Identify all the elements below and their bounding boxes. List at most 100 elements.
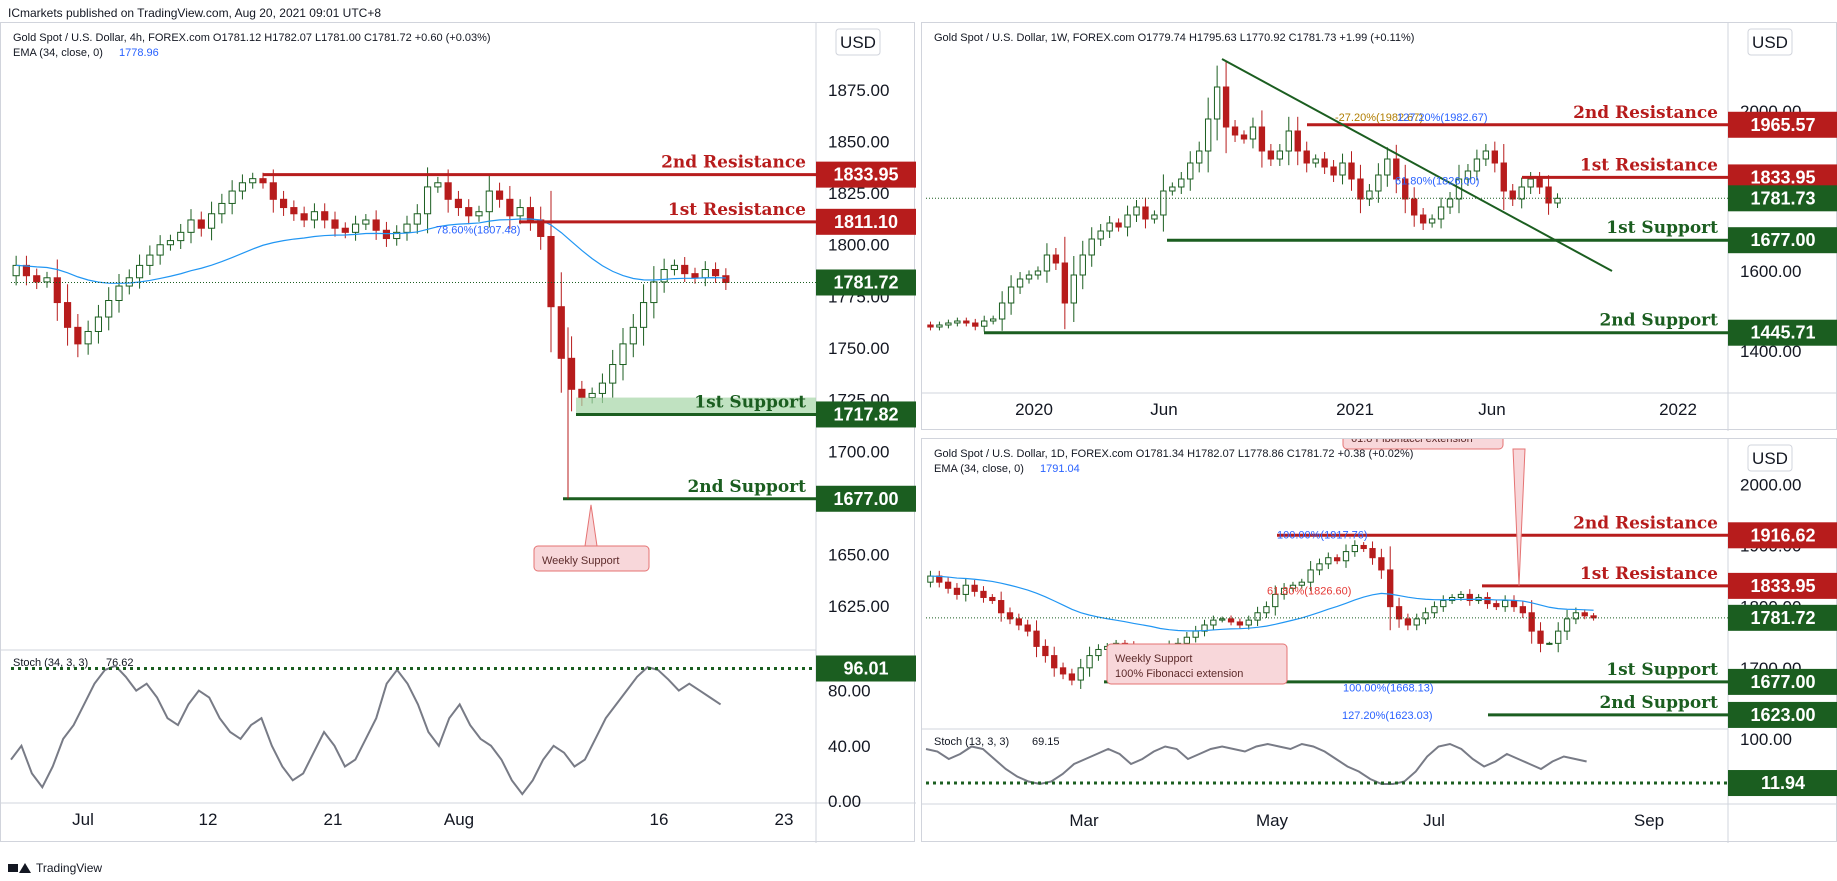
candle xyxy=(516,207,524,217)
candle xyxy=(259,178,267,184)
price-badge-label: 1833.95 xyxy=(1750,167,1815,187)
x-tick-label: 16 xyxy=(650,810,669,829)
candle xyxy=(1366,190,1373,200)
candle xyxy=(135,264,144,279)
x-tick-label: 2020 xyxy=(1015,400,1053,419)
stoch-level-label: 11.94 xyxy=(1761,773,1805,793)
candle xyxy=(1042,645,1049,657)
candle xyxy=(1502,600,1509,608)
candle xyxy=(954,320,961,324)
candle xyxy=(1555,630,1562,644)
weekly-support-callout-1d-text: 100% Fibonacci extension xyxy=(1115,668,1243,680)
price-badge xyxy=(1728,111,1837,138)
candle xyxy=(963,320,970,324)
candle xyxy=(125,277,133,287)
candle xyxy=(444,182,452,200)
fib-label: -27.20%(1982.67) xyxy=(1335,112,1423,124)
candle xyxy=(382,229,391,240)
candle xyxy=(660,269,668,283)
level-name: 2nd Support xyxy=(687,477,806,497)
candle xyxy=(146,254,154,266)
candle xyxy=(1245,619,1252,626)
candle xyxy=(321,211,329,221)
x-tick-label: 12 xyxy=(199,810,218,829)
candle xyxy=(1240,134,1248,140)
stoch-level-label: 96.01 xyxy=(843,659,888,679)
price-badge-label: 1445.71 xyxy=(1750,323,1815,343)
y-tick-label: 1400.00 xyxy=(1740,342,1801,361)
candle xyxy=(1249,126,1257,140)
tradingview-footer[interactable]: TradingView xyxy=(8,861,102,875)
y-tick-label: 2000.00 xyxy=(1740,475,1801,494)
chart-1w[interactable]: Gold Spot / U.S. Dollar, 1W, FOREX.com O… xyxy=(922,23,1837,431)
candle xyxy=(1006,612,1014,620)
candle xyxy=(1384,158,1391,176)
price-badge xyxy=(1728,572,1837,599)
candle xyxy=(998,600,1005,614)
candle xyxy=(1437,206,1445,220)
x-tick-label: May xyxy=(1256,811,1289,830)
candle xyxy=(1466,593,1473,602)
currency-label: USD xyxy=(1752,449,1788,468)
chart-panel-1d[interactable]: Gold Spot / U.S. Dollar, 1D, FOREX.com O… xyxy=(921,408,1837,843)
candle xyxy=(927,324,934,328)
candle xyxy=(22,264,31,277)
candle xyxy=(1169,186,1176,192)
candle xyxy=(629,326,637,345)
candle xyxy=(1077,667,1084,681)
level-name: 1st Support xyxy=(694,392,806,412)
candle xyxy=(526,207,535,221)
candle xyxy=(12,264,20,277)
candle xyxy=(1124,214,1131,228)
candle xyxy=(1321,158,1328,168)
candle xyxy=(434,182,442,188)
candle xyxy=(1187,162,1194,180)
price-badge-label: 1811.10 xyxy=(834,212,898,232)
candle xyxy=(1285,130,1292,152)
candle xyxy=(1422,612,1429,620)
ema-line xyxy=(930,575,1594,632)
candle xyxy=(1034,270,1042,276)
level-name: 1st Resistance xyxy=(1580,155,1718,175)
level-name: 1st Support xyxy=(1606,660,1718,680)
candle xyxy=(1289,584,1297,589)
candle xyxy=(1546,642,1553,645)
candle xyxy=(1387,569,1394,608)
candle xyxy=(94,316,103,332)
candle xyxy=(1493,603,1500,608)
candle xyxy=(1024,624,1031,632)
candle xyxy=(1330,166,1337,176)
candle xyxy=(681,264,689,275)
candle xyxy=(249,178,257,184)
candle xyxy=(1393,158,1400,180)
candle xyxy=(269,182,277,200)
candle xyxy=(650,281,658,304)
chart-1d[interactable]: Gold Spot / U.S. Dollar, 1D, FOREX.com O… xyxy=(922,408,1837,843)
chart-panel-4h[interactable]: Gold Spot / U.S. Dollar, 4h, FOREX.com O… xyxy=(0,22,916,843)
candle xyxy=(1519,606,1526,614)
candle xyxy=(1303,150,1310,164)
candle xyxy=(1413,618,1420,626)
chart-4h[interactable]: Gold Spot / U.S. Dollar, 4h, FOREX.com O… xyxy=(1,23,916,843)
candle xyxy=(670,264,679,271)
candle xyxy=(351,223,360,233)
chart-panel-1w[interactable]: Gold Spot / U.S. Dollar, 1W, FOREX.com O… xyxy=(921,22,1837,431)
x-tick-label: 21 xyxy=(324,810,343,829)
candle xyxy=(1258,126,1266,152)
candle xyxy=(588,392,596,399)
candle xyxy=(1491,150,1499,164)
weekly-support-callout-pointer xyxy=(584,504,598,547)
candle xyxy=(1015,618,1022,626)
level-name: 2nd Resistance xyxy=(1573,103,1718,123)
candle xyxy=(74,326,82,345)
candle xyxy=(1536,178,1543,188)
candle xyxy=(1095,648,1102,657)
candle xyxy=(972,322,979,327)
x-tick-label: Jun xyxy=(1478,400,1505,419)
candle xyxy=(1204,118,1212,152)
price-badge xyxy=(1728,604,1837,631)
x-tick-label: Mar xyxy=(1069,811,1099,830)
publisher-header: ICmarkets published on TradingView.com, … xyxy=(8,6,382,20)
candle xyxy=(998,302,1006,320)
candle xyxy=(423,186,432,215)
